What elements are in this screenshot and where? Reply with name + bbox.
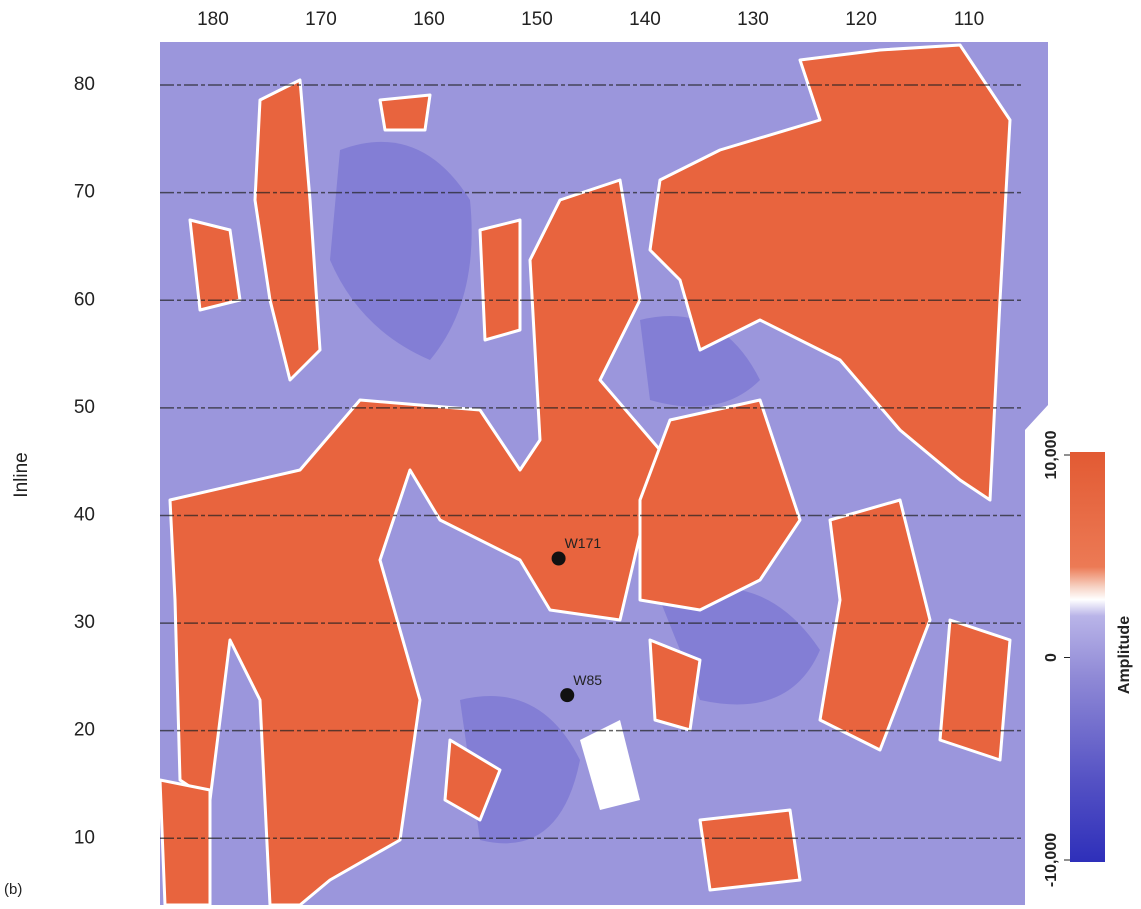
- y-tick-label: 10: [74, 827, 95, 848]
- well-point: [560, 688, 574, 702]
- colorbar-label: Amplitude: [1116, 616, 1133, 694]
- x-tick-label: 140: [629, 9, 661, 30]
- well-point: [552, 552, 566, 566]
- y-tick-label: 80: [74, 74, 95, 95]
- x-tick-label: 160: [413, 9, 445, 30]
- x-tick-label: 120: [845, 9, 877, 30]
- y-axis: 10 20 30 40 50 60 70 80: [74, 74, 95, 848]
- y-tick-label: 20: [74, 720, 95, 741]
- colorbar: [1070, 452, 1105, 862]
- colorbar-axis: -10,000 0 10,000: [1043, 430, 1070, 887]
- y-tick-label: 60: [74, 289, 95, 310]
- colorbar-tick-label: 10,000: [1043, 430, 1060, 479]
- well-label: W171: [565, 535, 602, 551]
- y-tick-label: 40: [74, 504, 95, 525]
- figure: 180 170 160 150 140 130 120 110 10 20 30 40 50 60 70 8…: [0, 0, 1141, 909]
- amplitude-map: [160, 42, 1050, 907]
- panel-label: (b): [4, 881, 22, 898]
- x-tick-label: 150: [521, 9, 553, 30]
- colorbar-tick-label: -10,000: [1043, 833, 1060, 887]
- x-axis: 180 170 160 150 140 130 120 110: [197, 9, 984, 30]
- y-tick-label: 70: [74, 182, 95, 203]
- colorbar-tick-label: 0: [1043, 653, 1060, 662]
- y-tick-label: 30: [74, 612, 95, 633]
- x-tick-label: 170: [305, 9, 337, 30]
- x-tick-label: 130: [737, 9, 769, 30]
- y-axis-label: Inline: [11, 452, 32, 497]
- x-tick-label: 180: [197, 9, 229, 30]
- x-tick-label: 110: [954, 9, 984, 30]
- y-tick-label: 50: [74, 397, 95, 418]
- well-label: W85: [573, 672, 602, 688]
